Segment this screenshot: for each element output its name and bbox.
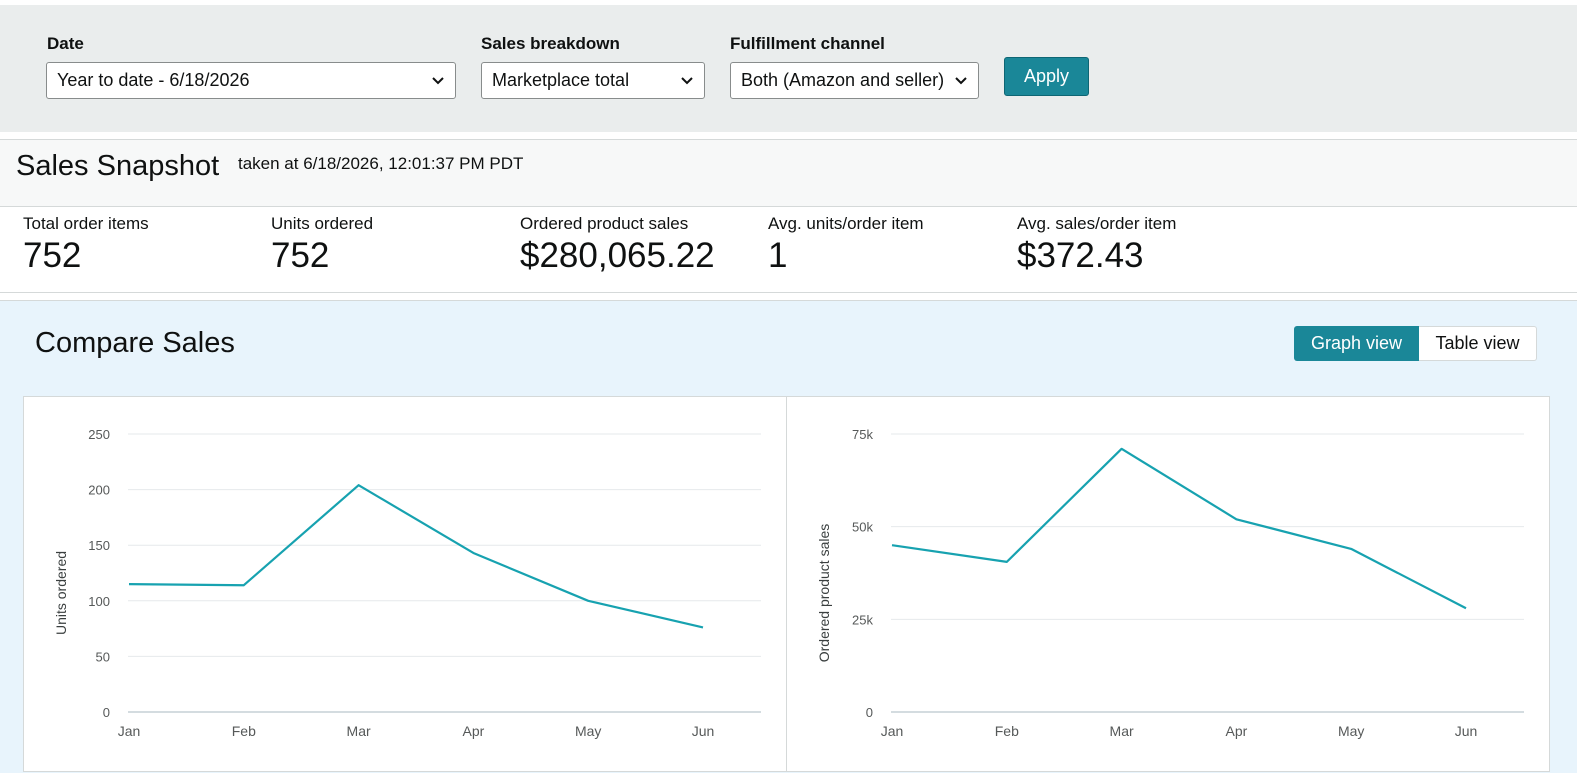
y-tick-label: 25k [852, 612, 873, 627]
x-tick-label: Jan [118, 723, 141, 739]
graph-view-button[interactable]: Graph view [1294, 326, 1419, 361]
y-tick-label: 100 [88, 594, 110, 609]
x-tick-label: Jun [692, 723, 715, 739]
y-tick-label: 150 [88, 538, 110, 553]
fulfillment-channel-label: Fulfillment channel [730, 34, 885, 53]
y-tick-label: 50k [852, 520, 873, 535]
units-ordered-chart-panel: 0 50 100 150 200 250 Jan Feb Mar Apr May Jun Units o… [23, 396, 787, 772]
y-tick-label: 250 [88, 427, 110, 442]
x-tick-label: Feb [995, 723, 1019, 739]
y-tick-label: 0 [103, 705, 110, 720]
metric-value-units-ordered: 752 [271, 236, 330, 275]
x-tick-label: Jun [1455, 723, 1478, 739]
x-tick-label: Feb [232, 723, 256, 739]
compare-sales-title: Compare Sales [35, 327, 235, 359]
metric-value-avg-sales-order-item: $372.43 [1017, 236, 1144, 275]
ordered-product-sales-chart-panel: 0 25k 50k 75k Jan Feb Mar Apr May Jun Ordered prod… [786, 396, 1550, 772]
apply-button[interactable]: Apply [1004, 57, 1089, 96]
chevron-down-icon [679, 63, 695, 98]
metric-label-units-ordered: Units ordered [271, 214, 374, 233]
metric-value-avg-units-order-item: 1 [768, 236, 788, 275]
x-tick-label: May [1338, 723, 1364, 739]
x-tick-label: Apr [1226, 723, 1248, 739]
y-tick-label: 200 [88, 483, 110, 498]
sales-snapshot-title: Sales Snapshot [16, 150, 220, 182]
sales-breakdown-label: Sales breakdown [481, 34, 620, 53]
snapshot-timestamp: taken at 6/18/2026, 12:01:37 PM PDT [238, 154, 524, 173]
fulfillment-channel-value: Both (Amazon and seller) [741, 70, 945, 90]
chevron-down-icon [953, 63, 969, 98]
x-tick-label: Apr [463, 723, 485, 739]
sales-breakdown-value: Marketplace total [492, 70, 630, 90]
sales-breakdown-select[interactable]: Marketplace total [481, 62, 705, 99]
divider [0, 292, 1577, 293]
ordered-product-sales-chart: 0 25k 50k 75k Jan Feb Mar Apr May Jun Ordered prod… [816, 427, 1524, 739]
y-axis-label: Units ordered [53, 551, 69, 635]
x-tick-label: Mar [1110, 723, 1134, 739]
x-tick-label: May [575, 723, 601, 739]
metric-label-avg-units-order-item: Avg. units/order item [768, 214, 924, 233]
y-tick-label: 50 [96, 649, 110, 664]
metric-label-total-order-items: Total order items [23, 214, 149, 233]
date-filter-label: Date [47, 34, 84, 53]
metric-value-total-order-items: 752 [23, 236, 82, 275]
x-tick-label: Mar [347, 723, 371, 739]
date-select-value: Year to date - 6/18/2026 [57, 70, 250, 90]
y-tick-label: 75k [852, 427, 873, 442]
sales-snapshot-header [0, 139, 1577, 207]
y-axis-label: Ordered product sales [816, 524, 832, 663]
date-select[interactable]: Year to date - 6/18/2026 [46, 62, 456, 99]
metric-value-ordered-product-sales: $280,065.22 [520, 236, 715, 275]
chevron-down-icon [430, 63, 446, 98]
fulfillment-channel-select[interactable]: Both (Amazon and seller) [730, 62, 979, 99]
series-line [891, 447, 1467, 610]
metric-label-avg-sales-order-item: Avg. sales/order item [1017, 214, 1177, 233]
table-view-button[interactable]: Table view [1419, 326, 1537, 361]
x-tick-label: Jan [881, 723, 904, 739]
y-tick-label: 0 [866, 705, 873, 720]
units-ordered-chart: 0 50 100 150 200 250 Jan Feb Mar Apr May Jun Units o… [53, 427, 761, 739]
series-line [128, 484, 704, 629]
metric-label-ordered-product-sales: Ordered product sales [520, 214, 689, 233]
